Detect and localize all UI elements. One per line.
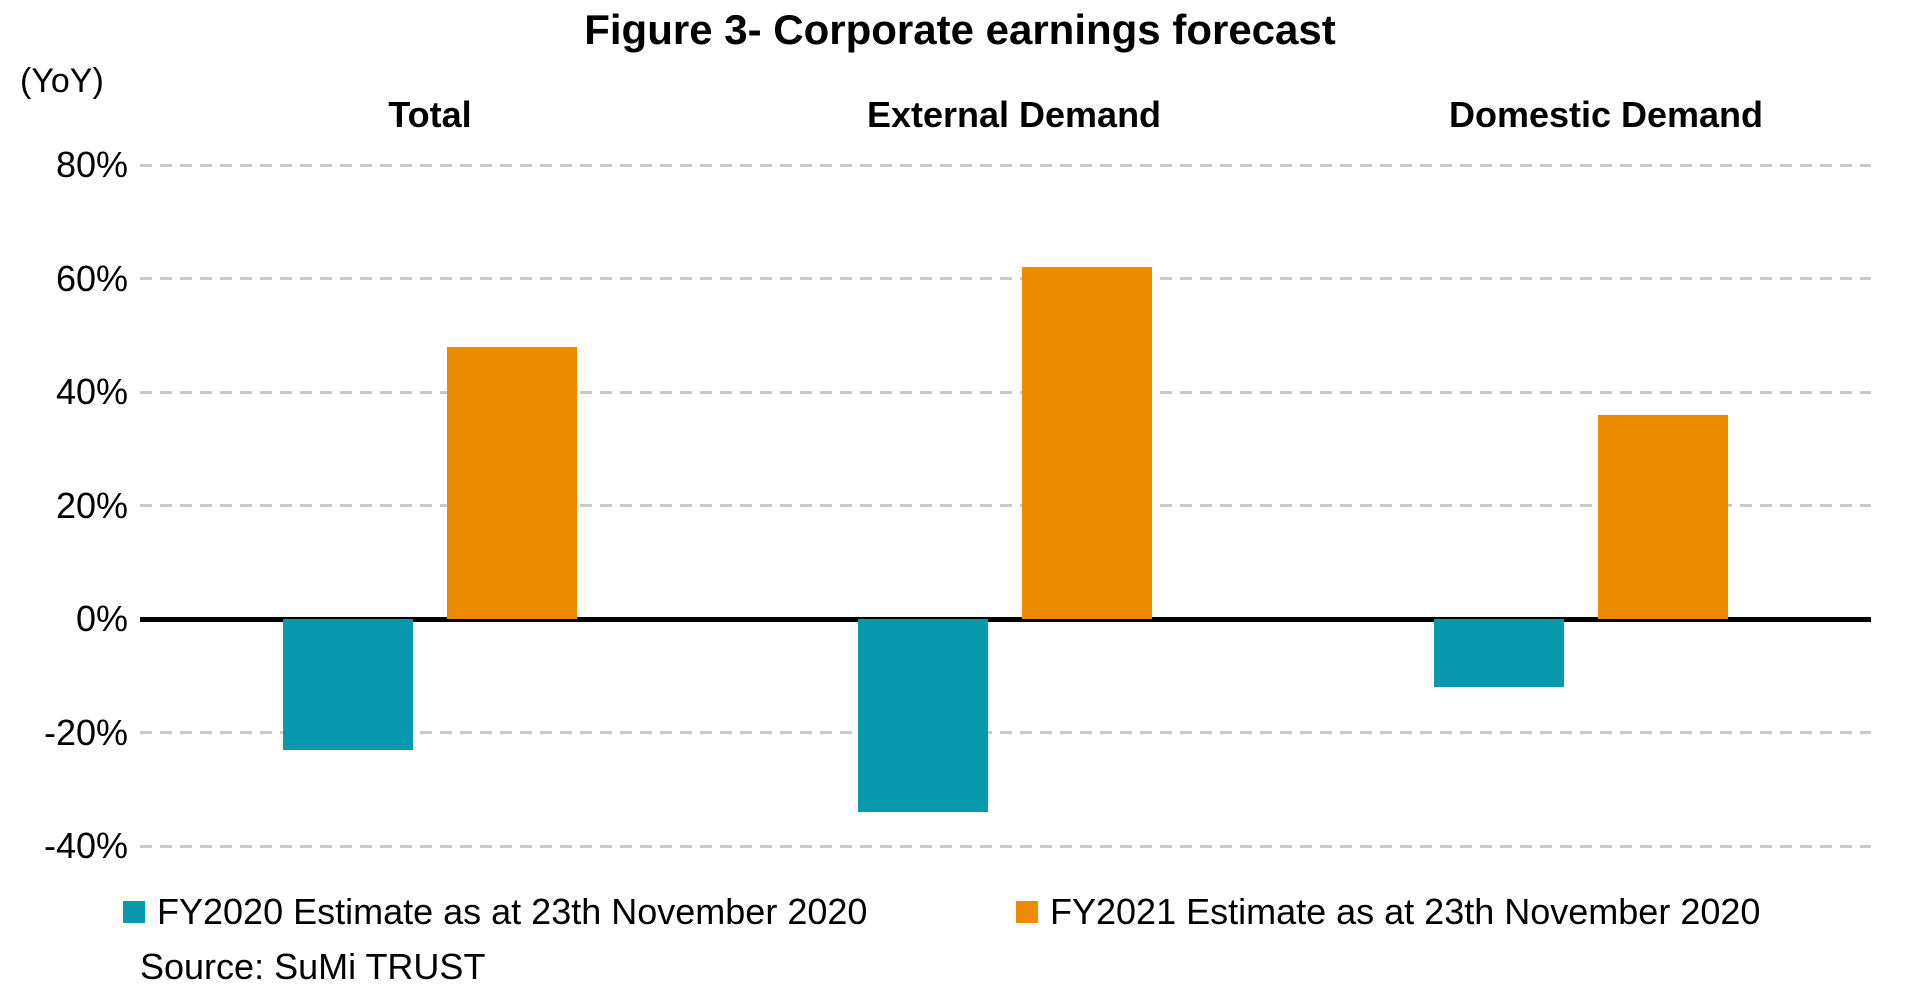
category-label-domestic-demand: Domestic Demand	[1448, 94, 1764, 135]
y-tick-label-20%: 20%	[55, 484, 128, 526]
legend-item-fy2021: FY2021 Estimate as at 23th November 2020	[1016, 890, 1760, 934]
bar-fy2020-external-demand	[858, 619, 988, 812]
bar-fy2021-domestic-demand	[1598, 414, 1728, 619]
bar-fy2021-total	[447, 346, 577, 619]
legend-item-fy2020: FY2020 Estimate as at 23th November 2020	[123, 890, 867, 934]
y-axis-unit-label: (YoY)	[20, 62, 104, 100]
y-tick-label-40%: 40%	[55, 371, 128, 412]
legend-label-fy2020: FY2020 Estimate as at 23th November 2020	[157, 891, 868, 932]
bar-fy2020-domestic-demand	[1434, 619, 1564, 688]
gridline-80%	[140, 163, 1871, 167]
zero-axis-line	[140, 616, 1871, 622]
y-tick-label--40%: -40%	[43, 825, 128, 866]
legend-swatch-fy2021-icon	[1016, 901, 1038, 923]
legend-swatch-fy2020-icon	[123, 901, 145, 923]
bar-fy2021-external-demand	[1022, 267, 1152, 619]
y-tick-label-80%: 80%	[55, 144, 128, 185]
y-tick-label--20%: -20%	[43, 711, 128, 753]
legend-label-fy2021: FY2021 Estimate as at 23th November 2020	[1050, 891, 1761, 932]
category-label-external-demand: External Demand	[866, 94, 1162, 135]
category-label-total: Total	[388, 94, 472, 135]
bar-fy2020-total	[283, 619, 413, 750]
chart-title: Figure 3- Corporate earnings forecast	[584, 6, 1336, 53]
gridline-60%	[140, 277, 1871, 280]
y-tick-label-0%: 0%	[75, 598, 128, 639]
gridline-20%	[140, 504, 1871, 507]
source-note: Source: SuMi TRUST	[140, 946, 486, 987]
gridline--40%	[140, 844, 1871, 848]
y-tick-label-60%: 60%	[55, 257, 128, 299]
gridline-40%	[140, 390, 1871, 394]
gridline--20%	[140, 731, 1871, 734]
